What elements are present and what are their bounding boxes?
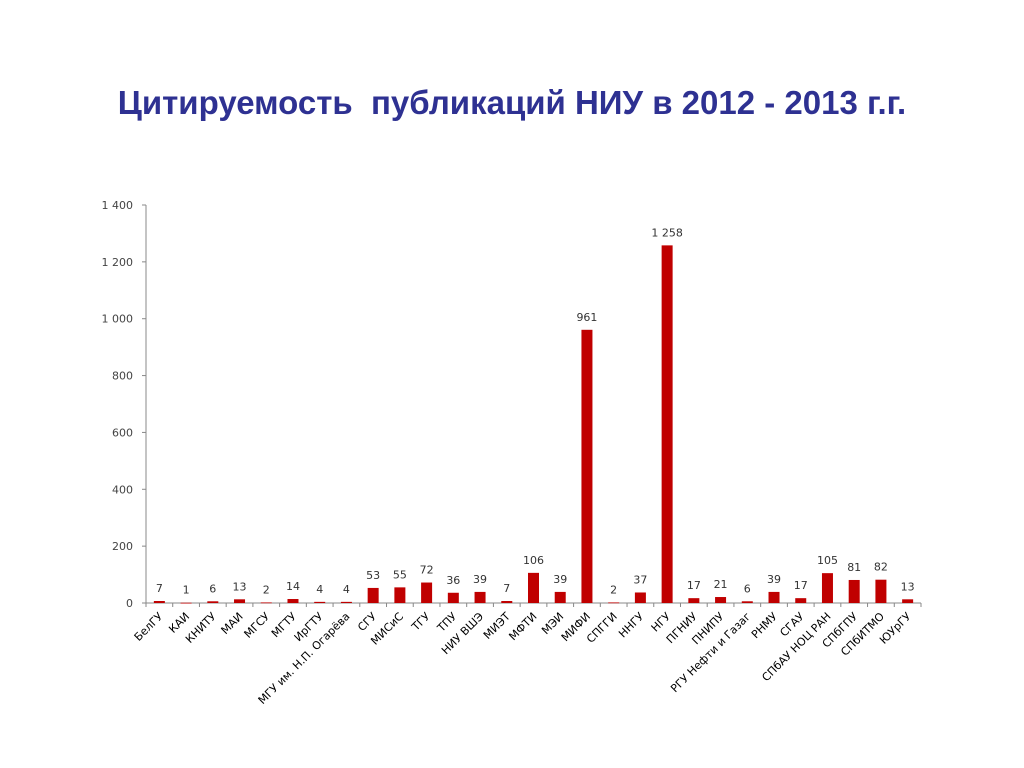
bar — [180, 602, 192, 604]
y-tick-label: 0 — [126, 597, 133, 610]
bar — [260, 602, 272, 604]
bar — [394, 587, 406, 603]
bar — [715, 597, 727, 603]
data-label: 21 — [714, 578, 728, 591]
slide-title: Цитируемость публикаций НИУ в 2012 - 201… — [117, 84, 907, 121]
bar — [821, 573, 833, 603]
data-label: 1 — [183, 584, 190, 597]
bar — [367, 587, 379, 603]
data-label: 4 — [343, 583, 350, 596]
data-label: 6 — [744, 582, 751, 595]
data-label: 13 — [901, 580, 915, 593]
bar — [875, 579, 887, 603]
bar — [688, 598, 700, 603]
data-label: 7 — [503, 582, 510, 595]
data-label: 39 — [767, 573, 781, 586]
data-label: 4 — [316, 583, 323, 596]
data-label: 17 — [687, 579, 701, 592]
bar — [474, 591, 486, 603]
bar — [768, 591, 780, 603]
bar — [340, 601, 352, 603]
data-label: 2 — [610, 583, 617, 596]
data-label: 81 — [847, 561, 861, 574]
category-label: СПГГИ — [584, 610, 620, 646]
bar — [234, 599, 246, 603]
bar — [447, 592, 459, 603]
data-label: 6 — [209, 582, 216, 595]
data-label: 961 — [576, 311, 597, 324]
y-tick-label: 1 400 — [102, 199, 134, 212]
y-tick-label: 800 — [112, 370, 133, 383]
category-label: МГСУ — [242, 610, 273, 641]
data-label: 39 — [473, 573, 487, 586]
bar — [741, 601, 753, 603]
category-label: БелГУ — [132, 610, 166, 644]
y-tick-label: 600 — [112, 426, 133, 439]
bar — [608, 602, 620, 604]
data-label: 105 — [817, 554, 838, 567]
category-label: ТГУ — [409, 610, 433, 634]
bar — [207, 601, 219, 603]
data-label: 72 — [420, 564, 434, 577]
data-label: 106 — [523, 554, 544, 567]
data-label: 2 — [263, 583, 270, 596]
category-label: КНИТУ — [183, 610, 219, 646]
y-axis-ticks: 0 200 400 600 800 1 000 1 200 1 400 — [102, 199, 922, 610]
category-label: МФТИ — [506, 610, 539, 643]
y-tick-label: 200 — [112, 540, 133, 553]
y-tick-label: 1 200 — [102, 256, 134, 269]
bar — [314, 601, 326, 603]
y-tick-label: 400 — [112, 483, 133, 496]
bar — [634, 592, 646, 603]
bar — [581, 329, 593, 603]
bar — [287, 599, 299, 603]
data-label: 36 — [446, 574, 460, 587]
data-label: 1 258 — [651, 226, 683, 239]
data-label: 17 — [794, 579, 808, 592]
bar — [153, 601, 165, 603]
bar — [421, 582, 433, 603]
category-label: РНМУ — [749, 610, 780, 641]
y-tick-label: 1 000 — [102, 313, 134, 326]
data-label: 55 — [393, 568, 407, 581]
bar — [528, 572, 539, 603]
bar — [501, 601, 513, 603]
data-label: 7 — [156, 582, 163, 595]
bar — [554, 591, 566, 603]
data-label: 14 — [286, 580, 300, 593]
bar — [902, 599, 914, 603]
data-label: 37 — [633, 573, 647, 586]
data-label: 82 — [874, 561, 888, 574]
category-label: ННГУ — [616, 610, 647, 641]
data-labels: 7 1 6 13 2 14 4 4 53 55 72 36 39 7 106 39 961 2 37 1 258 17 2… — [156, 226, 915, 596]
bar — [795, 598, 807, 603]
bars — [153, 245, 914, 604]
bar — [848, 579, 860, 603]
data-label: 39 — [553, 573, 567, 586]
bar — [661, 245, 673, 603]
data-label: 13 — [233, 580, 247, 593]
data-label: 53 — [366, 569, 380, 582]
